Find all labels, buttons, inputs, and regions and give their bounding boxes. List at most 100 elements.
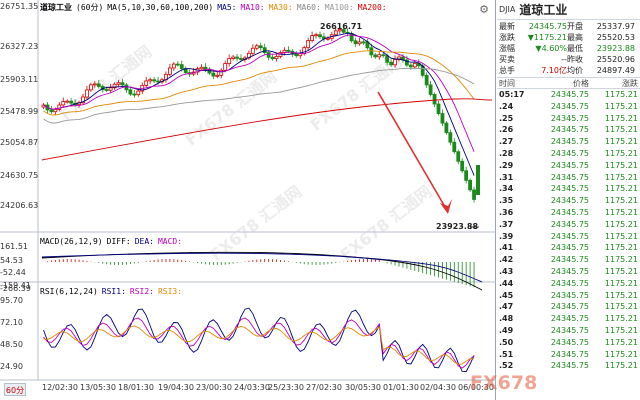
candle-body [424, 74, 429, 86]
quote-value: 7.10亿 [541, 66, 567, 75]
quote-label: 昨收 [567, 55, 583, 64]
tick-time: .51 [499, 349, 514, 359]
tick-time: .34 [499, 184, 514, 194]
tick-price: 24345.75 [550, 361, 589, 371]
quote-panel: DJIA 道琼工业 最新 24345.75 开盘 25337.97 涨跌 ▼1175.21… [497, 0, 640, 400]
candle-body [89, 84, 93, 91]
candlestick-group [41, 26, 480, 203]
ma60-label: MA60: [296, 3, 321, 12]
tick-list[interactable]: 05:17 24345.75 1175.21.24 24345.75 1175.21.2… [497, 89, 640, 372]
tick-time: .43 [499, 266, 514, 276]
tick-price: 24345.75 [550, 231, 589, 241]
time-axis-label: 12/02:30 [42, 383, 78, 392]
tick-change: 1175.21 [604, 160, 638, 170]
gear-icon[interactable]: ⚙ [479, 3, 489, 16]
time-axis-label: 25/23:30 [268, 383, 304, 392]
candle-body [152, 79, 157, 82]
tick-price: 24345.75 [550, 278, 589, 288]
macd-axis-label: -266.39 [0, 284, 31, 293]
candle-body [57, 104, 62, 110]
tick-change: 1175.21 [604, 266, 638, 276]
tick-time: .24 [499, 101, 514, 111]
quote-label: 最低 [567, 44, 583, 53]
candle-body [310, 35, 315, 41]
tick-time: .27 [499, 137, 514, 147]
candle-body [215, 74, 220, 77]
dea-line [41, 252, 483, 283]
candle-body [203, 66, 208, 70]
tick-change: 1175.21 [604, 314, 638, 324]
tick-price: 24345.75 [550, 101, 589, 111]
candle-body [440, 113, 445, 124]
tick-time: .25 [499, 113, 514, 123]
rsi3-label: RSI3: [157, 287, 183, 296]
ma-line [43, 32, 475, 176]
tick-row: .31 24345.75 1175.21 [497, 172, 640, 184]
chart-canvas [0, 0, 496, 381]
tick-change: 1175.21 [604, 172, 638, 182]
candle-body [341, 29, 346, 33]
tick-change: 1175.21 [604, 101, 638, 111]
candle-body [369, 47, 374, 56]
tick-change: 1175.21 [604, 349, 638, 359]
candle-body [120, 82, 125, 86]
candle-body [266, 52, 271, 58]
moving-average-lines [41, 32, 493, 176]
candle-body [393, 59, 397, 66]
ma10-label: MA10: [240, 3, 265, 12]
tick-row: .39 24345.75 1175.21 [497, 231, 640, 243]
candle-body [49, 109, 54, 113]
tick-change: 1175.21 [604, 325, 638, 335]
candle-body [81, 96, 85, 104]
candle-body [211, 72, 216, 77]
candle-body [69, 100, 74, 104]
tick-time: 05:17 [499, 90, 525, 99]
ma5-label: MA5: [217, 3, 237, 12]
quote-value: ▼1175.21 [527, 33, 567, 42]
tick-time: .39 [499, 231, 514, 241]
tick-row: .28 24345.75 1175.21 [497, 148, 640, 160]
tick-time: .35 [499, 196, 514, 206]
candle-body [235, 56, 239, 59]
tick-row: .24 24345.75 1175.21 [497, 101, 640, 113]
ma-line [43, 34, 475, 152]
tick-price: 24345.75 [550, 325, 589, 335]
period-selector-button[interactable]: 60分 [4, 383, 26, 396]
tick-row: .48 24345.75 1175.21 [497, 313, 640, 325]
quote-label: 涨跌 [499, 33, 515, 42]
candle-body [381, 54, 386, 57]
candle-body [250, 47, 255, 54]
macd-axis-label: -159.41 [0, 281, 31, 290]
quote-header: DJIA 道琼工业 [497, 0, 640, 20]
quote-value: 25520.53 [596, 33, 635, 42]
tick-price: 24345.75 [550, 243, 589, 253]
tick-change: 1175.21 [604, 302, 638, 312]
candle-body [460, 160, 465, 172]
kline-chart-panel[interactable]: 道琼工业 (60分) MA(5,10,30,60,100,200) MA5: MA10:… [0, 0, 496, 400]
candle-body [476, 165, 480, 195]
candle-body [325, 37, 330, 40]
tick-row: .26 24345.75 1175.21 [497, 124, 640, 136]
tick-header-change: 涨跌 [622, 79, 638, 88]
candle-body [452, 141, 457, 153]
ma-line [41, 98, 493, 161]
candle-body [171, 63, 176, 69]
macd-axis-label: -52.44 [0, 268, 26, 277]
tick-price: 24345.75 [550, 172, 589, 182]
tick-price: 24345.75 [550, 219, 589, 229]
tick-price: 24345.75 [550, 90, 589, 99]
candle-body [136, 90, 141, 96]
tick-price: 24345.75 [550, 113, 589, 123]
candle-body [132, 93, 137, 96]
candle-body [262, 47, 267, 53]
rsi-line [43, 325, 475, 365]
price-axis-label: 24630.75 [0, 171, 39, 180]
tick-table-header: 时间 价格 涨跌 [497, 77, 640, 89]
candle-body [239, 57, 243, 60]
quote-label: 总手 [499, 66, 515, 75]
tick-change: 1175.21 [604, 113, 638, 123]
down-arrow-annotation [377, 91, 452, 214]
tick-row: .36 24345.75 1175.21 [497, 207, 640, 219]
price-axis-label: 24206.63 [0, 201, 39, 210]
tick-price: 24345.75 [550, 314, 589, 324]
